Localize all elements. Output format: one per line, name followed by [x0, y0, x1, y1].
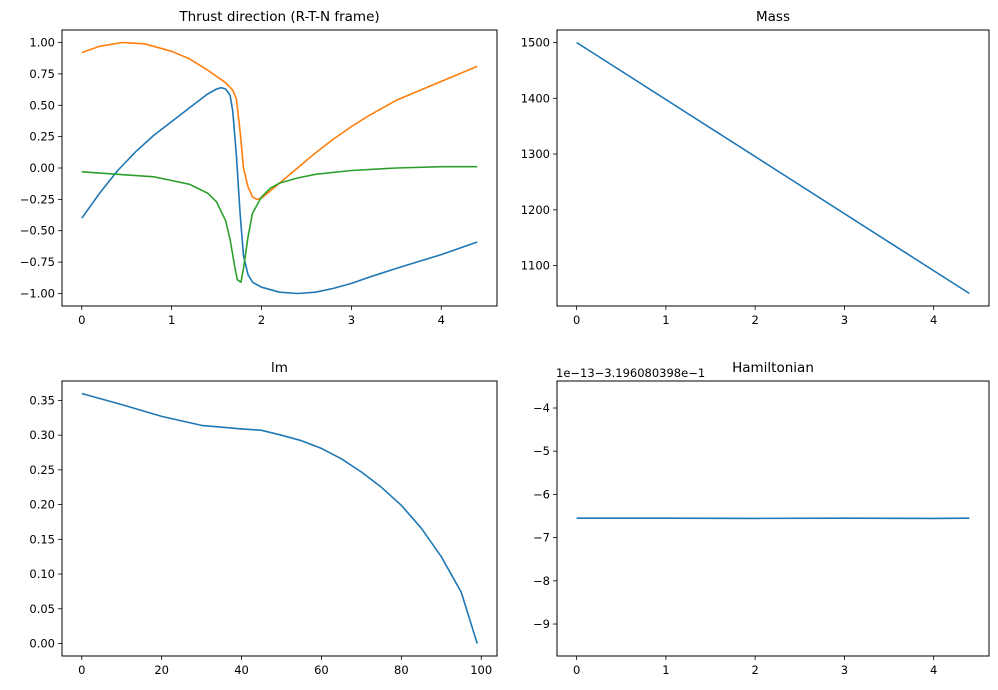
x-tick-label: 80 — [394, 663, 409, 677]
x-tick-label: 60 — [314, 663, 329, 677]
y-tick-label: −8 — [533, 574, 550, 588]
series-line-2 — [81, 41, 478, 201]
y-tick-label: −0.75 — [20, 255, 55, 269]
x-tick-label: 2 — [751, 313, 758, 327]
x-tick-label: 0 — [78, 313, 85, 327]
y-tick-label: 0.05 — [29, 602, 55, 616]
chart-title: Mass — [756, 9, 790, 25]
x-tick-label: 3 — [841, 313, 848, 327]
y-tick-label: 0.35 — [29, 393, 55, 407]
axes-frame — [556, 380, 990, 657]
x-tick-label: 4 — [438, 313, 445, 327]
y-tick-label: 1500 — [521, 36, 550, 50]
series-line-3 — [81, 165, 478, 284]
y-tick-label: 0.00 — [29, 161, 55, 175]
y-tick-label: −1.00 — [20, 286, 55, 300]
axes-frame — [61, 29, 498, 307]
subplot-1: 0 1 2 3 4 1.00 0.75 0.50 0.25 0.00 −0.25 −0.50 −0.75… — [20, 9, 498, 327]
series-line-1 — [81, 86, 478, 295]
chart-title: lm — [271, 360, 288, 376]
y-tick-label: 1100 — [521, 259, 550, 273]
y-offset-text: 1e−13−3.196080398e−1 — [556, 366, 705, 380]
x-tick-label: 100 — [470, 663, 492, 677]
y-tick-label: 0.30 — [29, 428, 55, 442]
y-tick-label: 0.50 — [29, 98, 55, 112]
subplot-3: 0 20 40 60 80 100 0.35 0.30 0.25 0.20 0.15 0.10 0.05… — [29, 360, 498, 677]
x-tick-label: 40 — [234, 663, 249, 677]
x-tick-label: 3 — [348, 313, 355, 327]
axes-frame — [556, 29, 990, 307]
y-tick-label: −0.50 — [20, 224, 55, 238]
x-tick-label: 0 — [573, 313, 580, 327]
y-tick-label: 0.25 — [29, 463, 55, 477]
x-tick-label: 20 — [154, 663, 169, 677]
y-tick-label: 0.25 — [29, 130, 55, 144]
x-tick-label: 4 — [930, 313, 937, 327]
x-tick-label: 3 — [841, 663, 848, 677]
y-tick-label: 0.10 — [29, 567, 55, 581]
y-tick-label: −9 — [533, 617, 550, 631]
subplot-2: 0 1 2 3 4 1500 1400 1300 1200 1100 Mass — [521, 9, 990, 327]
y-tick-label: −6 — [533, 487, 550, 501]
y-tick-label: 0.20 — [29, 498, 55, 512]
x-tick-label: 0 — [573, 663, 580, 677]
y-tick-label: −4 — [533, 401, 550, 415]
y-tick-label: 0.00 — [29, 637, 55, 651]
series-line-1 — [81, 392, 478, 644]
y-tick-label: 0.75 — [29, 67, 55, 81]
x-tick-label: 2 — [258, 313, 265, 327]
x-tick-label: 1 — [662, 313, 669, 327]
y-tick-label: −0.25 — [20, 192, 55, 206]
axes-frame — [61, 380, 498, 657]
subplot-4: 0 1 2 3 4 −4 −5 −6 −7 −8 −9 Hamiltonian 1e−13−3.1960… — [533, 360, 990, 677]
x-tick-label: 1 — [662, 663, 669, 677]
chart-title: Hamiltonian — [732, 360, 814, 376]
x-tick-label: 0 — [78, 663, 85, 677]
series-line-1 — [576, 41, 970, 295]
y-tick-label: 1.00 — [29, 36, 55, 50]
x-tick-label: 1 — [168, 313, 175, 327]
y-tick-label: −7 — [533, 531, 550, 545]
y-tick-label: 0.15 — [29, 532, 55, 546]
y-tick-label: −5 — [533, 444, 550, 458]
y-tick-label: 1300 — [521, 147, 550, 161]
x-tick-label: 2 — [751, 663, 758, 677]
y-tick-label: 1200 — [521, 203, 550, 217]
y-tick-label: 1400 — [521, 91, 550, 105]
chart-title: Thrust direction (R-T-N frame) — [178, 9, 379, 25]
x-tick-label: 4 — [930, 663, 937, 677]
